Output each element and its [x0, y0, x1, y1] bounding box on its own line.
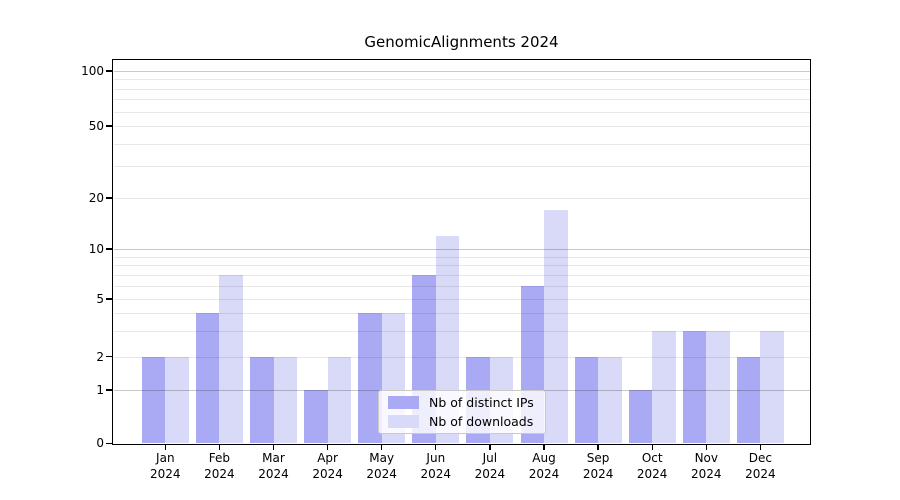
bar-ips-0: [141, 356, 166, 444]
bar-downloads-3: [327, 356, 352, 444]
bar-ips-2: [250, 356, 274, 444]
bar-ips-1: [195, 313, 220, 444]
bar-downloads-10: [706, 331, 730, 444]
legend-item-distinct-ips: Nb of distinct IPs: [379, 395, 545, 410]
bar-ips-8: [574, 356, 599, 444]
bar-downloads-1: [219, 274, 243, 444]
legend-label-distinct-ips: Nb of distinct IPs: [429, 395, 534, 410]
legend-item-downloads: Nb of downloads: [379, 414, 545, 429]
legend-label-downloads: Nb of downloads: [429, 414, 534, 429]
bar-ips-4: [358, 313, 382, 444]
chart-title: GenomicAlignments 2024: [364, 33, 559, 51]
bar-downloads-11: [760, 331, 784, 444]
bar-downloads-9: [652, 331, 676, 444]
bar-ips-11: [736, 356, 761, 444]
legend-swatch-downloads: [388, 415, 419, 428]
bar-downloads-8: [598, 356, 622, 444]
legend: Nb of distinct IPs Nb of downloads: [378, 390, 546, 434]
bar-ips-10: [682, 331, 707, 444]
bar-downloads-7: [544, 209, 568, 444]
bar-downloads-0: [165, 356, 189, 444]
bar-downloads-2: [273, 356, 297, 444]
bar-ips-9: [628, 390, 653, 444]
legend-swatch-distinct-ips: [388, 396, 419, 409]
bar-ips-3: [304, 390, 328, 444]
